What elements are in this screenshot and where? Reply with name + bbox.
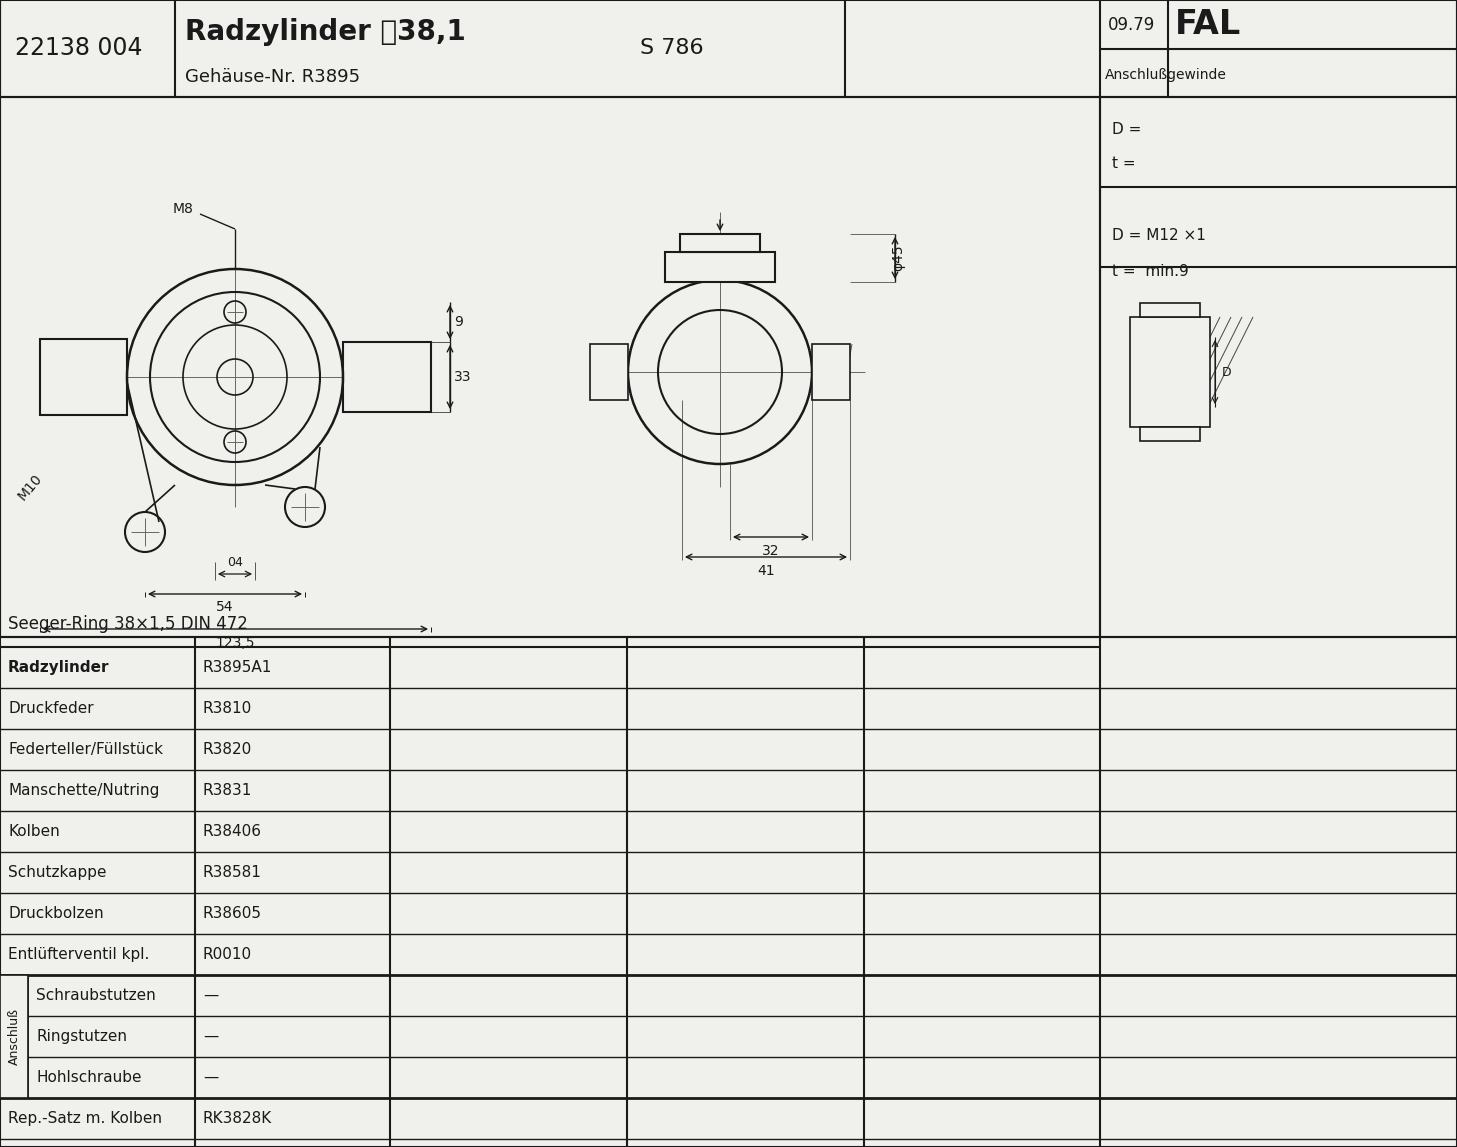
Bar xyxy=(1131,317,1209,427)
Text: Rep.-Satz m. Kolben: Rep.-Satz m. Kolben xyxy=(7,1111,162,1126)
Text: 09.79: 09.79 xyxy=(1107,16,1155,34)
Text: M8: M8 xyxy=(173,202,194,216)
Text: 123,5: 123,5 xyxy=(216,635,255,650)
Bar xyxy=(1100,0,1457,1147)
Text: 32: 32 xyxy=(762,544,779,557)
Text: —: — xyxy=(203,1070,219,1085)
Bar xyxy=(812,344,849,400)
Text: Manschette/Nutring: Manschette/Nutring xyxy=(7,783,159,798)
Text: Druckbolzen: Druckbolzen xyxy=(7,906,103,921)
Text: D =: D = xyxy=(1112,122,1141,136)
Bar xyxy=(1139,303,1201,317)
Text: R38581: R38581 xyxy=(203,865,262,880)
Text: R3895A1: R3895A1 xyxy=(203,660,272,674)
Text: Kolben: Kolben xyxy=(7,824,60,838)
Bar xyxy=(0,97,1100,637)
Text: —: — xyxy=(203,1029,219,1044)
Text: Anschlußgewinde: Anschlußgewinde xyxy=(1104,68,1227,81)
Text: R38406: R38406 xyxy=(203,824,262,838)
Bar xyxy=(1100,97,1457,637)
Text: R3820: R3820 xyxy=(203,742,252,757)
Bar xyxy=(590,344,628,400)
Text: RK3828K: RK3828K xyxy=(203,1111,272,1126)
Text: Hohlschraube: Hohlschraube xyxy=(36,1070,141,1085)
Text: 04: 04 xyxy=(227,555,243,569)
Text: Federteller/Füllstück: Federteller/Füllstück xyxy=(7,742,163,757)
Text: t =  min.9: t = min.9 xyxy=(1112,264,1189,279)
Text: Schraubstutzen: Schraubstutzen xyxy=(36,988,156,1002)
Bar xyxy=(0,0,1457,97)
Text: R3831: R3831 xyxy=(203,783,252,798)
Text: Radzylinder ΃38,1: Radzylinder ΃38,1 xyxy=(185,18,466,46)
Text: —: — xyxy=(203,988,219,1002)
Text: Entlüfterventil kpl.: Entlüfterventil kpl. xyxy=(7,947,150,962)
Bar xyxy=(0,975,28,1098)
Text: 33: 33 xyxy=(455,370,472,384)
Text: M10: M10 xyxy=(15,471,45,502)
Bar xyxy=(680,234,761,252)
Text: R3810: R3810 xyxy=(203,701,252,716)
Text: Anschluß: Anschluß xyxy=(7,1008,20,1066)
Text: 41: 41 xyxy=(758,564,775,578)
Text: D = M12 ×1: D = M12 ×1 xyxy=(1112,227,1206,242)
Bar xyxy=(664,252,775,282)
Text: S 786: S 786 xyxy=(640,38,704,58)
Bar xyxy=(39,340,127,415)
Text: 54: 54 xyxy=(216,600,233,614)
Text: FAL: FAL xyxy=(1174,8,1241,41)
Text: R38605: R38605 xyxy=(203,906,262,921)
Text: R0010: R0010 xyxy=(203,947,252,962)
Text: Ringstutzen: Ringstutzen xyxy=(36,1029,127,1044)
Text: t =: t = xyxy=(1112,156,1135,172)
Text: Druckfeder: Druckfeder xyxy=(7,701,93,716)
Text: Gehäuse-Nr. R3895: Gehäuse-Nr. R3895 xyxy=(185,68,360,86)
Text: 9: 9 xyxy=(455,315,463,329)
Text: D: D xyxy=(1222,366,1231,379)
Bar xyxy=(1139,427,1201,440)
Text: Radzylinder: Radzylinder xyxy=(7,660,109,674)
Bar xyxy=(0,0,1100,1147)
Text: Schutzkappe: Schutzkappe xyxy=(7,865,106,880)
Text: φ45: φ45 xyxy=(892,244,905,272)
Text: 22138 004: 22138 004 xyxy=(15,36,143,60)
Bar xyxy=(342,342,431,412)
Text: Seeger-Ring 38×1,5 DIN 472: Seeger-Ring 38×1,5 DIN 472 xyxy=(7,615,248,633)
